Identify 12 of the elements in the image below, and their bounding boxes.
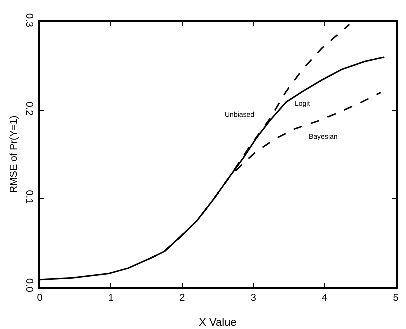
x-tick-label: 5: [393, 292, 400, 304]
x-tick-label: 0: [37, 292, 44, 304]
y-tick-label: 0.3: [23, 14, 34, 28]
y-axis-title: RMSE of Pr(Y=1): [8, 116, 20, 194]
x-tick-label: 2: [180, 292, 186, 304]
x-tick-label: 4: [322, 292, 328, 304]
y-tick-label: 0.1: [23, 190, 34, 205]
y-tick-label: 0.2: [23, 102, 34, 116]
x-axis-title: X Value: [199, 317, 237, 329]
x-tick-label: 3: [250, 292, 257, 304]
x-tick-label: 1: [108, 292, 114, 304]
y-tick-label: 0.0: [23, 278, 34, 293]
